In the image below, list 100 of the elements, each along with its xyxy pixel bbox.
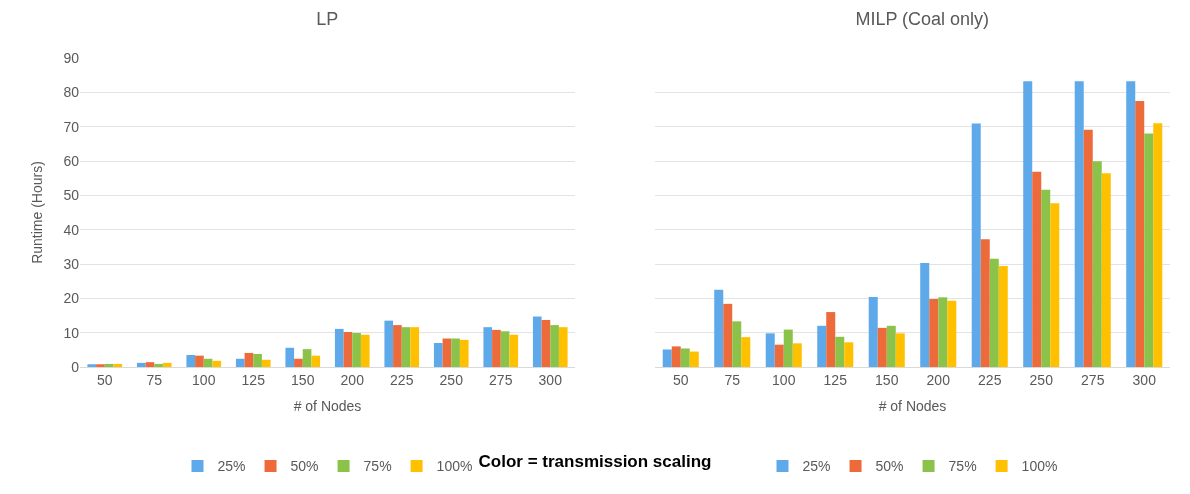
bar [1041, 189, 1051, 367]
x-tick-label: 100 [772, 371, 796, 388]
bar [877, 327, 887, 367]
x-tick-label: 300 [1132, 371, 1157, 388]
bar [689, 351, 699, 367]
x-tick-label: 225 [390, 371, 414, 388]
bar [410, 327, 420, 367]
x-tick-label: 75 [146, 371, 163, 388]
bar [1126, 81, 1136, 367]
y-tick-label: 60 [63, 152, 80, 169]
bar [492, 329, 501, 367]
bar [971, 123, 981, 367]
bar [723, 303, 733, 367]
y-tick-label: 70 [63, 118, 80, 135]
x-tick-label: 150 [875, 371, 899, 388]
bar [401, 327, 411, 367]
x-tick-label: 225 [978, 371, 1002, 388]
bar [671, 346, 681, 367]
y-tick-label: 30 [63, 255, 80, 272]
bar [334, 328, 344, 367]
x-tick-label: 125 [241, 371, 266, 388]
bar [765, 333, 775, 367]
legend-label: 25% [217, 458, 246, 475]
bar [1153, 123, 1163, 367]
y-tick-label: 0 [71, 358, 80, 375]
bar [920, 262, 930, 367]
x-tick-label: 200 [926, 371, 951, 388]
y-tick-label: 40 [63, 221, 80, 238]
y-tick-label: 80 [63, 84, 80, 101]
x-tick-label: 300 [538, 371, 563, 388]
bar [433, 342, 443, 367]
bar [203, 358, 213, 367]
bar [980, 239, 990, 367]
legend-label: 100% [436, 458, 473, 475]
x-tick-label: 250 [1029, 371, 1054, 388]
bar [285, 347, 295, 367]
x-axis-title: # of Nodes [878, 398, 947, 415]
x-tick-label: 100 [192, 371, 216, 388]
bar [393, 325, 402, 367]
bar [509, 334, 519, 367]
bar [343, 331, 353, 367]
bar [835, 336, 845, 367]
y-tick-label: 10 [63, 324, 80, 341]
bar [311, 355, 321, 367]
bar [868, 296, 878, 367]
y-tick-label: 90 [63, 49, 80, 66]
bar [741, 337, 751, 367]
chart-title: LP [316, 8, 339, 29]
bar [532, 316, 542, 367]
x-tick-label: 250 [439, 371, 464, 388]
bar [302, 349, 312, 367]
legend-label: 25% [802, 458, 831, 475]
bar [558, 327, 568, 367]
bar [96, 364, 105, 367]
x-tick-label: 275 [1081, 371, 1105, 388]
bar [826, 312, 836, 367]
bar [442, 338, 452, 367]
bar [244, 352, 254, 367]
bar [360, 334, 370, 367]
legend-label: 50% [290, 458, 319, 475]
bar [886, 325, 896, 367]
bar [87, 364, 97, 367]
bar [774, 344, 784, 367]
bar [162, 362, 172, 367]
bar [1135, 100, 1145, 367]
x-tick-label: 275 [489, 371, 513, 388]
x-tick-label: 50 [96, 371, 113, 388]
bar [947, 300, 957, 367]
bar [212, 360, 222, 367]
bar [714, 289, 724, 367]
bar [136, 362, 146, 367]
bar [384, 320, 394, 367]
y-tick-label: 50 [63, 187, 80, 204]
bar [235, 358, 245, 367]
bar [938, 297, 948, 367]
bar [186, 354, 196, 367]
bar [895, 333, 905, 367]
y-axis-title: Runtime (Hours) [29, 161, 45, 264]
chart-title: MILP (Coal only) [855, 8, 990, 29]
x-tick-label: 75 [724, 371, 741, 388]
bar [550, 325, 559, 367]
bar [1023, 81, 1033, 367]
bar [929, 299, 939, 367]
bar [1032, 171, 1042, 367]
bar [662, 349, 672, 367]
x-tick-label: 200 [340, 371, 365, 388]
bar [253, 353, 262, 367]
x-tick-label: 125 [823, 371, 848, 388]
bar [195, 355, 204, 367]
bar [1050, 203, 1060, 367]
bar [732, 321, 742, 367]
bar [1144, 133, 1154, 367]
bar [541, 319, 551, 367]
x-tick-label: 50 [672, 371, 689, 388]
bar [1101, 173, 1111, 367]
bar [680, 348, 690, 367]
x-axis-title: # of Nodes [293, 398, 362, 415]
legend-label: 50% [875, 458, 904, 475]
bar [500, 331, 510, 367]
bar [294, 358, 303, 367]
